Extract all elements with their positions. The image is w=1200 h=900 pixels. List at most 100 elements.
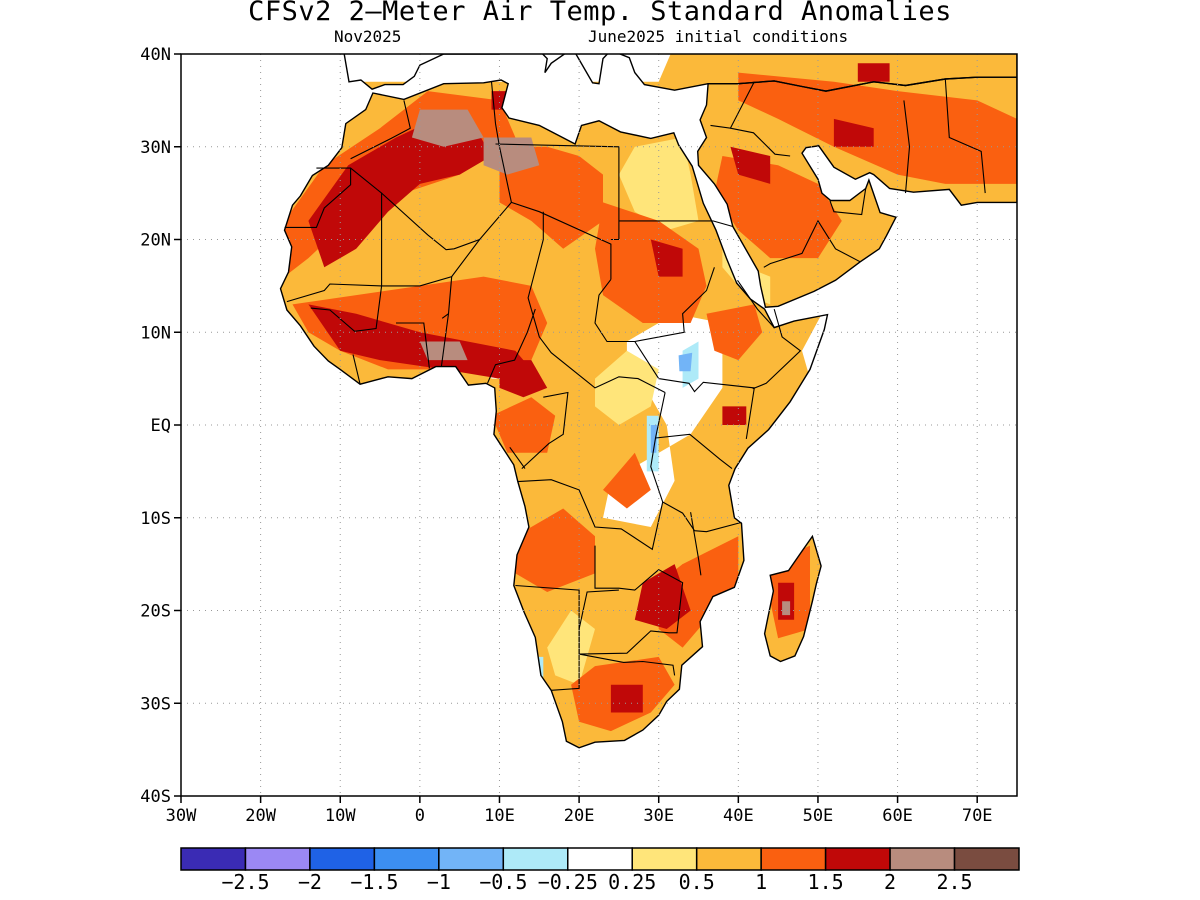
lat-tick-label: 20S: [140, 602, 171, 622]
lat-tick-label: EQ: [151, 416, 171, 436]
country-border: [511, 201, 612, 280]
anomaly-region: [634, 564, 691, 629]
colorbar-label: −2.5: [221, 870, 269, 894]
lat-tick-label: 10S: [140, 509, 171, 529]
anomaly-region: [650, 425, 658, 453]
country-border: [352, 354, 361, 385]
coastlines: [279, 54, 1017, 749]
colorbar-label: 0.5: [679, 870, 715, 894]
lon-tick-label: 30E: [643, 806, 674, 826]
anomaly-region: [499, 360, 548, 398]
anomaly-region: [595, 350, 659, 425]
anomaly-region: [618, 137, 699, 231]
country-border: [578, 653, 676, 676]
colorbar-label: −1.5: [350, 870, 398, 894]
colorbar-swatch: [438, 847, 505, 871]
gridlines: [181, 54, 1017, 796]
country-border: [310, 285, 383, 332]
colorbar-label: 2: [884, 870, 896, 894]
lat-tick-label: 30N: [140, 138, 171, 158]
map-title: CFSv2 2—Meter Air Temp. Standard Anomali…: [248, 0, 952, 27]
country-borders: [284, 78, 986, 691]
anomaly-region: [610, 684, 643, 713]
country-border: [944, 78, 986, 194]
country-border: [527, 211, 544, 310]
anomaly-region: [722, 406, 747, 425]
anomaly-region: [857, 63, 890, 82]
anomaly-region: [738, 8, 1017, 45]
anomaly-region: [499, 146, 603, 249]
country-border: [515, 584, 580, 691]
country-border: [829, 188, 867, 216]
colorbar-label: 1.5: [808, 870, 844, 894]
anomaly-region: [595, 202, 707, 323]
colorbar-swatch: [180, 847, 247, 871]
anomaly-region: [308, 118, 492, 268]
colorbar-swatch: [695, 847, 762, 871]
colorbar-swatch: [502, 847, 569, 871]
lat-tick-label: 30S: [140, 694, 171, 714]
country-border: [517, 392, 666, 551]
anomaly-region: [730, 146, 771, 184]
country-border: [903, 100, 911, 194]
country-border: [486, 308, 536, 384]
country-border: [440, 313, 450, 367]
country-border: [396, 322, 430, 369]
colorbar-swatch: [567, 847, 633, 871]
anomaly-region: [650, 239, 683, 277]
anomaly-region: [782, 601, 791, 616]
anomaly-region: [603, 452, 651, 509]
country-border: [521, 391, 569, 470]
lon-tick-label: 70E: [962, 806, 993, 826]
anomaly-region: [706, 304, 763, 361]
colorbar-swatch: [953, 847, 1020, 871]
country-border: [737, 279, 775, 328]
country-border: [350, 100, 411, 160]
colorbar-swatch: [373, 847, 440, 871]
coastline: [279, 79, 829, 749]
lon-tick-label: 10W: [325, 806, 356, 826]
anomaly-region: [678, 352, 693, 372]
southern-europe-landmass: [344, 54, 1017, 92]
lon-tick-label: 20W: [245, 806, 276, 826]
country-border: [690, 512, 702, 576]
lat-tick-label: 20N: [140, 231, 171, 251]
colorbar-swatch: [760, 847, 827, 871]
lon-tick-label: 0: [415, 806, 425, 826]
anomaly-region: [833, 118, 874, 147]
colorbar: −2.5 −2 −1.5 −1 −0.5 −0.25 0.25 0.5 1 1.5 2 2.5: [180, 847, 1020, 894]
anomaly-region: [738, 72, 1017, 184]
country-border: [730, 127, 791, 157]
colorbar-label: 2.5: [936, 870, 972, 894]
coastline: [763, 534, 822, 663]
country-border: [509, 446, 526, 469]
colorbar-label: −0.25: [538, 870, 598, 894]
colorbar-label: 0.25: [608, 870, 656, 894]
lon-tick-label: 30W: [166, 806, 197, 826]
lat-tick-label: 10N: [140, 323, 171, 343]
colorbar-label: −2: [298, 870, 322, 894]
colorbar-label: −1: [427, 870, 451, 894]
lat-tick-label: 40N: [140, 45, 171, 65]
country-border: [495, 143, 620, 241]
colorbar-label: 1: [755, 870, 767, 894]
anomaly-region: [308, 304, 532, 379]
country-border: [316, 167, 383, 286]
colorbar-swatch: [889, 847, 956, 871]
colorbar-label: −0.5: [479, 870, 527, 894]
anomaly-region: [340, 54, 675, 82]
country-border: [284, 168, 352, 228]
anomaly-region: [714, 156, 842, 259]
country-border: [710, 81, 755, 129]
country-border: [763, 219, 861, 268]
colorbar-swatch: [824, 847, 891, 871]
country-border: [655, 433, 733, 470]
lon-tick-label: 50E: [803, 806, 834, 826]
colorbar-swatch: [309, 847, 376, 871]
initial-conditions: June2025 initial conditions: [588, 27, 849, 46]
lon-tick-label: 40E: [723, 806, 754, 826]
anomaly-region: [547, 610, 595, 685]
lon-tick-label: 20E: [564, 806, 595, 826]
forecast-month: Nov2025: [334, 27, 402, 46]
